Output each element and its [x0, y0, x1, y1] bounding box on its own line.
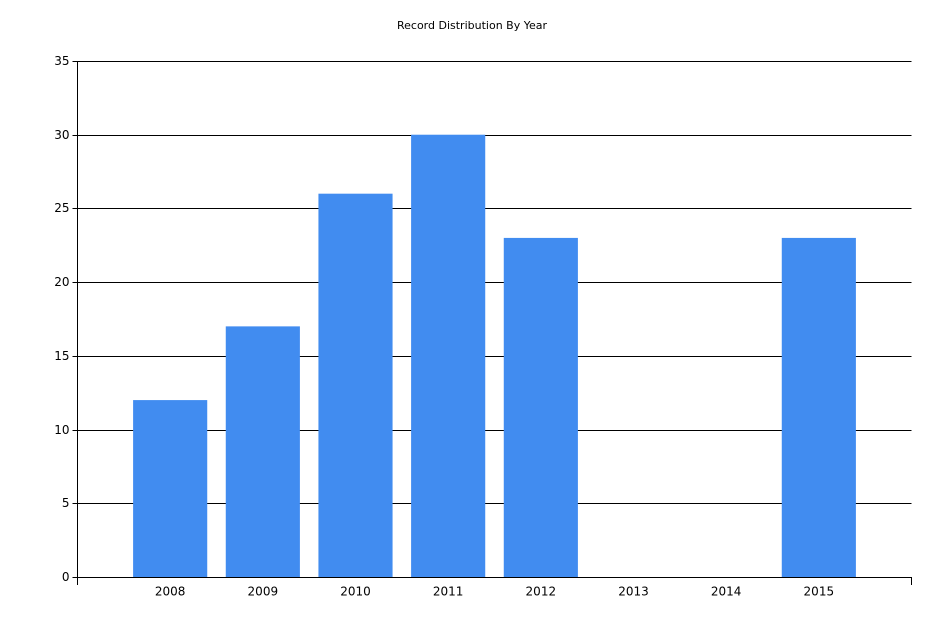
bar	[225, 326, 300, 577]
bar	[503, 237, 578, 577]
x-tick-label: 2011	[433, 585, 464, 599]
y-tick-label: 25	[54, 201, 69, 215]
y-tick-label: 30	[54, 128, 69, 142]
y-tick-label: 20	[54, 275, 69, 289]
y-tick-label: 0	[62, 570, 70, 584]
y-tick-label: 35	[54, 54, 69, 68]
y-tick-label: 15	[54, 349, 69, 363]
x-tick-label: 2008	[155, 585, 186, 599]
y-tick-label: 5	[62, 496, 70, 510]
x-tick-label: 2014	[711, 585, 742, 599]
y-tick-label: 10	[54, 423, 69, 437]
x-tick-label: 2013	[618, 585, 649, 599]
bar	[411, 134, 486, 577]
bar	[781, 237, 856, 577]
bar	[133, 400, 208, 577]
x-tick-label: 2015	[804, 585, 835, 599]
bar	[318, 193, 393, 577]
x-tick-label: 2010	[340, 585, 371, 599]
x-tick-label: 2009	[248, 585, 279, 599]
chart-title: Record Distribution By Year	[397, 19, 547, 32]
x-tick-label: 2012	[526, 585, 557, 599]
